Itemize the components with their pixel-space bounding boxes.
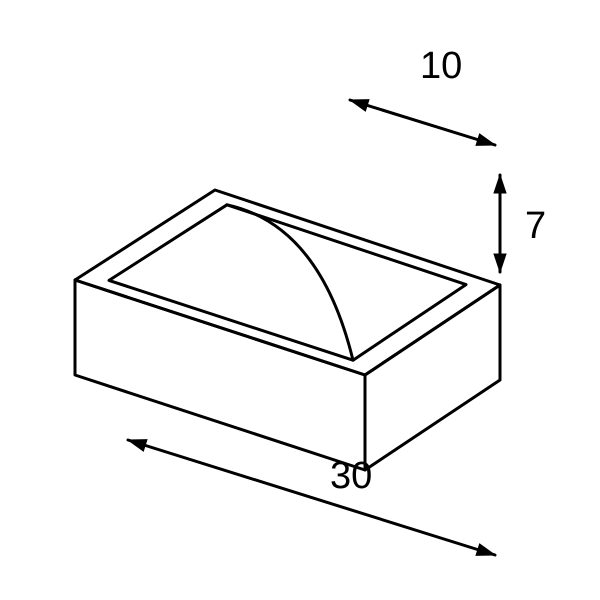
dim-label-height: 7 [525,205,546,248]
dim-label-width: 30 [330,455,372,498]
isometric-box-svg [0,0,600,600]
diagram-stage: 10 7 30 [0,0,600,600]
dim-label-depth: 10 [420,45,462,88]
